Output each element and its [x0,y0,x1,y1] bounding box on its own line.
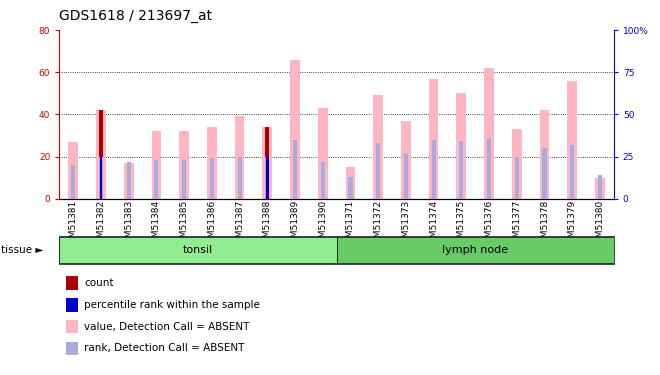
Bar [180,131,189,199]
Text: rank, Detection Call = ABSENT: rank, Detection Call = ABSENT [84,344,245,353]
Bar [100,157,102,199]
Bar [457,93,466,199]
Bar [210,158,214,199]
Bar [59,237,337,263]
Bar [321,162,325,199]
Bar [71,165,75,199]
Bar [290,60,300,199]
Text: lymph node: lymph node [442,245,508,255]
Bar [346,167,355,199]
Bar [459,141,463,199]
Text: value, Detection Call = ABSENT: value, Detection Call = ABSENT [84,322,250,332]
Bar [487,138,491,199]
Text: percentile rank within the sample: percentile rank within the sample [84,300,260,310]
Bar [543,148,546,199]
Bar [512,129,521,199]
Bar [238,157,242,199]
Bar [266,157,269,199]
Bar [374,95,383,199]
Text: count: count [84,278,114,288]
Bar [265,127,269,199]
Bar [484,68,494,199]
Bar [235,117,244,199]
Bar [99,110,103,199]
Bar [293,140,297,199]
Bar [432,140,436,199]
Bar [515,157,519,199]
Bar [598,175,602,199]
Bar [263,127,272,199]
Text: tissue ►: tissue ► [1,245,44,255]
Bar [429,78,438,199]
Bar [337,237,614,263]
Bar [152,131,161,199]
Bar [404,153,408,199]
Bar [376,143,380,199]
Bar [318,108,327,199]
Bar [182,160,186,199]
Bar [124,163,133,199]
Bar [568,81,577,199]
Bar [69,142,78,199]
Bar [96,110,106,199]
Bar [154,160,158,199]
Bar [127,162,131,199]
Bar [401,121,411,199]
Text: GDS1618 / 213697_at: GDS1618 / 213697_at [59,9,213,23]
Bar [595,178,605,199]
Bar [348,177,352,199]
Bar [265,157,269,199]
Text: tonsil: tonsil [183,245,213,255]
Bar [570,145,574,199]
Bar [207,127,216,199]
Bar [540,110,549,199]
Bar [99,157,103,199]
